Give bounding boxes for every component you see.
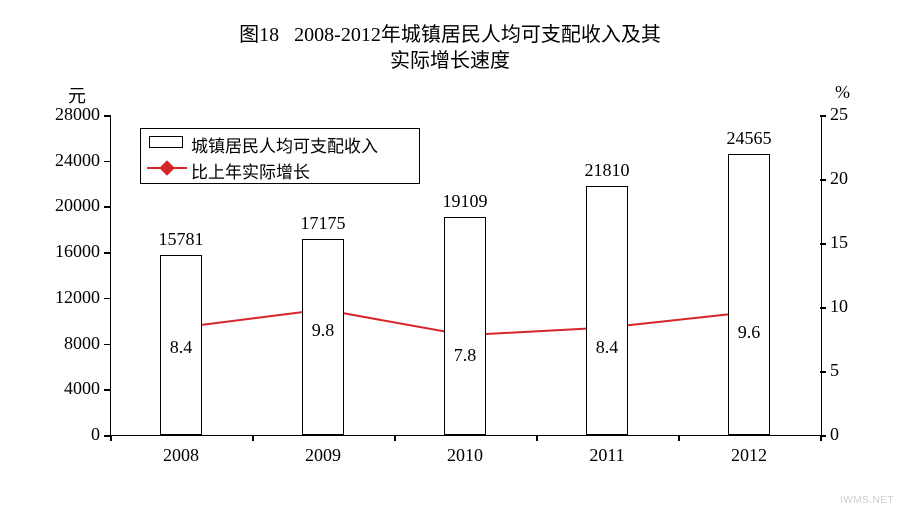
bar-value-label: 15781 (159, 229, 204, 250)
y-right-tick-mark (820, 307, 826, 309)
y-right-tick-mark (820, 179, 826, 181)
line-value-label: 8.4 (596, 337, 619, 358)
y-right-tick-label: 20 (830, 168, 848, 189)
x-tick-label: 2011 (589, 445, 624, 466)
y-left-tick-mark (104, 389, 110, 391)
bar-value-label: 17175 (301, 213, 346, 234)
y-left-tick-mark (104, 161, 110, 163)
bar (728, 154, 771, 435)
bar (586, 186, 629, 435)
y-right-tick-label: 5 (830, 360, 839, 381)
y-left-tick-label: 8000 (64, 333, 100, 354)
line-value-label: 9.6 (738, 322, 761, 343)
y-left-tick-mark (104, 344, 110, 346)
y-right-tick-label: 0 (830, 424, 839, 445)
x-tick-label: 2009 (305, 445, 341, 466)
bar-value-label: 24565 (727, 128, 772, 149)
legend: 城镇居民人均可支配收入 比上年实际增长 (140, 128, 420, 184)
y-right-tick-mark (820, 243, 826, 245)
y-right-tick-label: 10 (830, 296, 848, 317)
bar-value-label: 21810 (585, 160, 630, 181)
y-left-tick-mark (104, 115, 110, 117)
y-left-tick-mark (104, 206, 110, 208)
y-right-tick-mark (820, 115, 826, 117)
y-right-tick-label: 25 (830, 104, 848, 125)
y-left-tick-label: 16000 (55, 241, 100, 262)
x-tick-mark (394, 435, 396, 441)
x-tick-label: 2010 (447, 445, 483, 466)
legend-line-swatch (147, 159, 187, 177)
line-value-label: 9.8 (312, 320, 335, 341)
x-tick-label: 2012 (731, 445, 767, 466)
legend-line-label: 比上年实际增长 (191, 158, 310, 183)
line-value-label: 7.8 (454, 345, 477, 366)
x-tick-mark (536, 435, 538, 441)
bar (444, 217, 487, 435)
legend-bar-swatch (149, 136, 183, 148)
y-left-tick-mark (104, 298, 110, 300)
y-right-tick-label: 15 (830, 232, 848, 253)
x-tick-mark (678, 435, 680, 441)
y-left-tick-label: 0 (91, 424, 100, 445)
x-tick-mark (820, 435, 822, 441)
y-right-tick-mark (820, 371, 826, 373)
chart-container: 图18 2008-2012年城镇居民人均可支配收入及其 实际增长速度 元 % 城… (0, 0, 900, 508)
x-tick-mark (252, 435, 254, 441)
y-left-tick-label: 4000 (64, 378, 100, 399)
y-left-tick-label: 12000 (55, 287, 100, 308)
legend-bar-label: 城镇居民人均可支配收入 (191, 132, 378, 157)
bar-value-label: 19109 (443, 191, 488, 212)
line-value-label: 8.4 (170, 337, 193, 358)
y-left-tick-label: 20000 (55, 195, 100, 216)
x-tick-mark (110, 435, 112, 441)
y-left-tick-label: 28000 (55, 104, 100, 125)
x-tick-label: 2008 (163, 445, 199, 466)
y-left-tick-mark (104, 252, 110, 254)
watermark: IWMS.NET (840, 495, 894, 506)
y-left-tick-label: 24000 (55, 150, 100, 171)
